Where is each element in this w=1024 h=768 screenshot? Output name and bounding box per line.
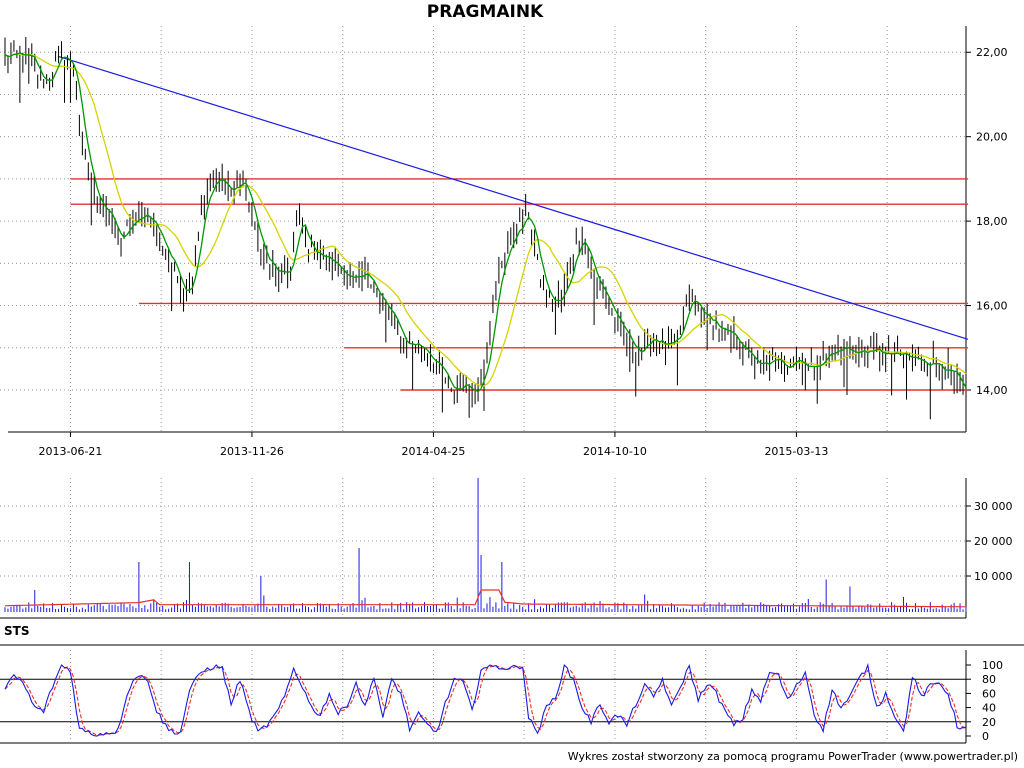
ma-short-line (4, 52, 967, 393)
price-y-tick-label: 16,00 (976, 300, 1008, 313)
x-tick-label: 2013-11-26 (220, 445, 284, 458)
price-y-tick-label: 22,00 (976, 46, 1008, 59)
sts-layer (0, 662, 967, 737)
sts-k-line (4, 662, 967, 737)
volume-y-tick-label: 20 000 (974, 535, 1013, 548)
x-tick-label: 2014-04-25 (401, 445, 465, 458)
sts-y-tick-label: 20 (982, 716, 996, 729)
ma-long-line (4, 53, 967, 387)
sts-y-tick-label: 60 (982, 687, 996, 700)
price-y-tick-label: 18,00 (976, 215, 1008, 228)
chart-title: PRAGMAINK (426, 2, 544, 22)
sts-y-tick-label: 80 (982, 673, 996, 686)
x-tick-label: 2013-06-21 (38, 445, 102, 458)
sts-y-tick-label: 100 (982, 659, 1003, 672)
x-tick-label: 2015-03-13 (764, 445, 828, 458)
price-y-tick-label: 14,00 (976, 384, 1008, 397)
volume-y-tick-label: 10 000 (974, 570, 1013, 583)
sts-panel-label: STS (4, 624, 30, 638)
footer-credit: Wykres został stworzony za pomocą progra… (567, 750, 1018, 763)
sts-y-tick-label: 40 (982, 702, 996, 715)
price-y-tick-label: 20,00 (976, 131, 1008, 144)
label-layer: 2013-06-21 2013-11-26 2014-04-25 2014-10-10… (38, 46, 1012, 743)
trendline (58, 55, 969, 340)
volume-layer (4, 478, 967, 612)
ma-layer (4, 52, 967, 393)
price-layer (4, 37, 967, 420)
axes-layer (0, 26, 1024, 744)
volume-average-line (4, 589, 966, 608)
volume-y-tick-label: 30 000 (974, 500, 1013, 513)
sts-d-line (4, 665, 966, 736)
x-tick-label: 2014-10-10 (583, 445, 647, 458)
sts-y-tick-label: 0 (982, 730, 989, 743)
